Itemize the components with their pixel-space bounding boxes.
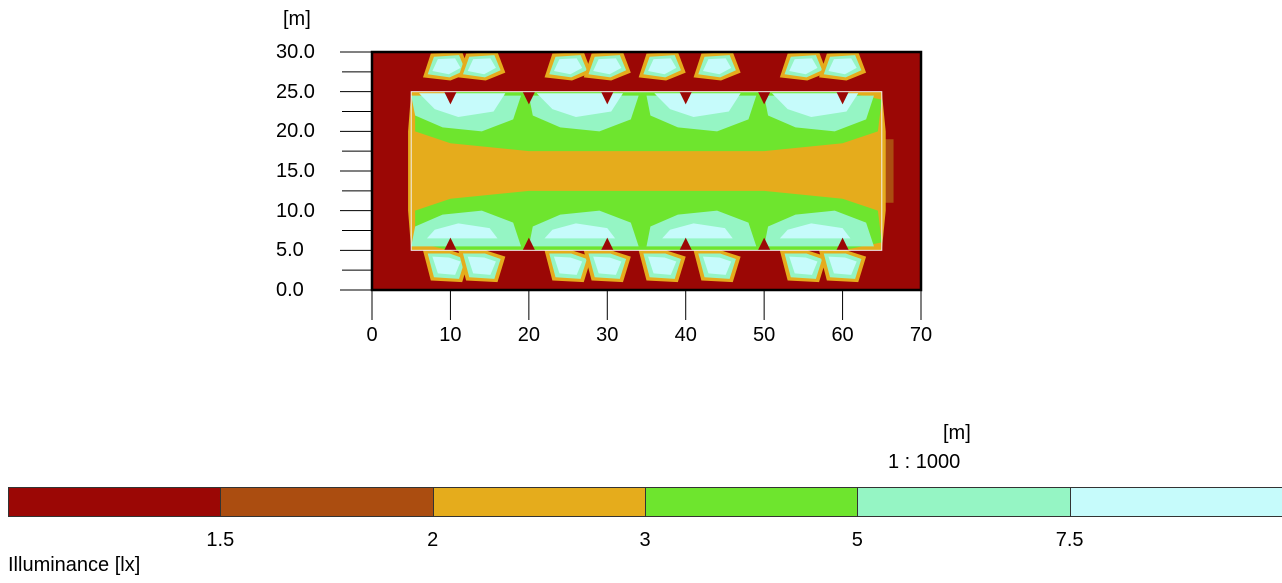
colorbar-tick-label: 7.5 [1055, 529, 1084, 551]
patch-top-core-0 [432, 58, 461, 75]
colorbar-tick-label: 2 [427, 529, 439, 551]
y-tick-label: 20.0 [276, 120, 315, 143]
pole-notch-top-3 [679, 91, 692, 105]
colorbar-title: Illuminance [lx] [8, 554, 141, 576]
patch-bottom-core-5 [702, 256, 732, 275]
patch-top-core-4 [648, 58, 677, 75]
heat-level-5-top-1 [536, 93, 623, 118]
patch-bottom-core-3 [593, 256, 622, 275]
heat-level-5-top-3 [771, 93, 859, 118]
y-tick-label: 30.0 [276, 41, 315, 63]
patch-bottom-core-2 [553, 256, 583, 275]
colorbar-swatch [857, 487, 1070, 517]
patch-bottom-core-7 [828, 256, 857, 275]
pole-notch-bottom-1 [522, 237, 536, 251]
y-axis-unit-label: [m] [283, 8, 311, 30]
colorbar-tick-label: 1.5 [206, 529, 235, 551]
colorbar-tick-label: 5 [851, 529, 863, 551]
x-tick-label: 10 [439, 324, 462, 346]
pole-notch-bottom-4 [757, 237, 771, 251]
heat-level-5-bottom-2 [662, 223, 733, 239]
colorbar-swatch [432, 487, 645, 517]
y-tick-label: 5.0 [276, 239, 304, 262]
pole-notch-bottom-2 [601, 237, 614, 251]
y-tick-label: 15.0 [276, 160, 315, 182]
heat-level-5-top-2 [654, 93, 741, 118]
x-tick-label: 50 [753, 324, 776, 346]
patch-top-core-5 [702, 58, 732, 75]
x-tick-label: 60 [831, 324, 854, 346]
colorbar [8, 487, 1282, 517]
pole-notch-top-2 [601, 91, 614, 105]
pole-notch-top-0 [444, 91, 457, 105]
colorbar-swatch [644, 487, 858, 517]
y-tick-label: 25.0 [276, 80, 315, 103]
heat-level-5-bottom-1 [544, 223, 616, 239]
pole-notch-bottom-3 [679, 237, 692, 251]
heat-level-5-top-0 [419, 93, 506, 118]
scale-ratio-label: 1 : 1000 [888, 451, 961, 473]
pole-notch-top-1 [522, 91, 536, 105]
y-tick-label: 0.0 [276, 279, 304, 301]
patch-bottom-core-4 [648, 256, 677, 275]
patch-bottom-core-6 [789, 256, 818, 275]
colorbar-swatch [8, 487, 221, 517]
pole-notch-bottom-5 [836, 237, 849, 251]
x-tick-label: 40 [674, 324, 697, 346]
axes [340, 50, 923, 320]
heatmap-layers [372, 52, 921, 290]
heat-level-5-bottom-0 [426, 223, 498, 239]
patch-top-core-2 [553, 58, 583, 75]
y-tick-label: 10.0 [276, 199, 315, 222]
patch-top-core-6 [789, 58, 818, 75]
pole-notch-bottom-0 [444, 237, 457, 251]
colorbar-swatch [1069, 487, 1282, 517]
colorbar-swatch [220, 487, 433, 517]
patch-top-core-3 [593, 58, 622, 75]
x-tick-label: 70 [909, 324, 933, 346]
area-outline [410, 91, 883, 251]
x-tick-label: 30 [596, 324, 619, 346]
x-tick-label: 0 [366, 324, 378, 346]
pole-notch-top-4 [757, 91, 771, 105]
x-tick-label: 20 [517, 324, 540, 346]
patch-top-core-7 [828, 58, 857, 75]
illuminance-plot [340, 50, 923, 320]
patch-bottom-core-0 [432, 256, 461, 275]
patch-bottom-core-1 [467, 256, 496, 275]
patch-top-core-1 [467, 58, 496, 75]
heat-level-5-bottom-3 [779, 223, 851, 239]
colorbar-tick-label: 3 [639, 529, 651, 551]
scale-unit-label: [m] [943, 422, 971, 444]
pole-notch-top-5 [836, 91, 849, 105]
